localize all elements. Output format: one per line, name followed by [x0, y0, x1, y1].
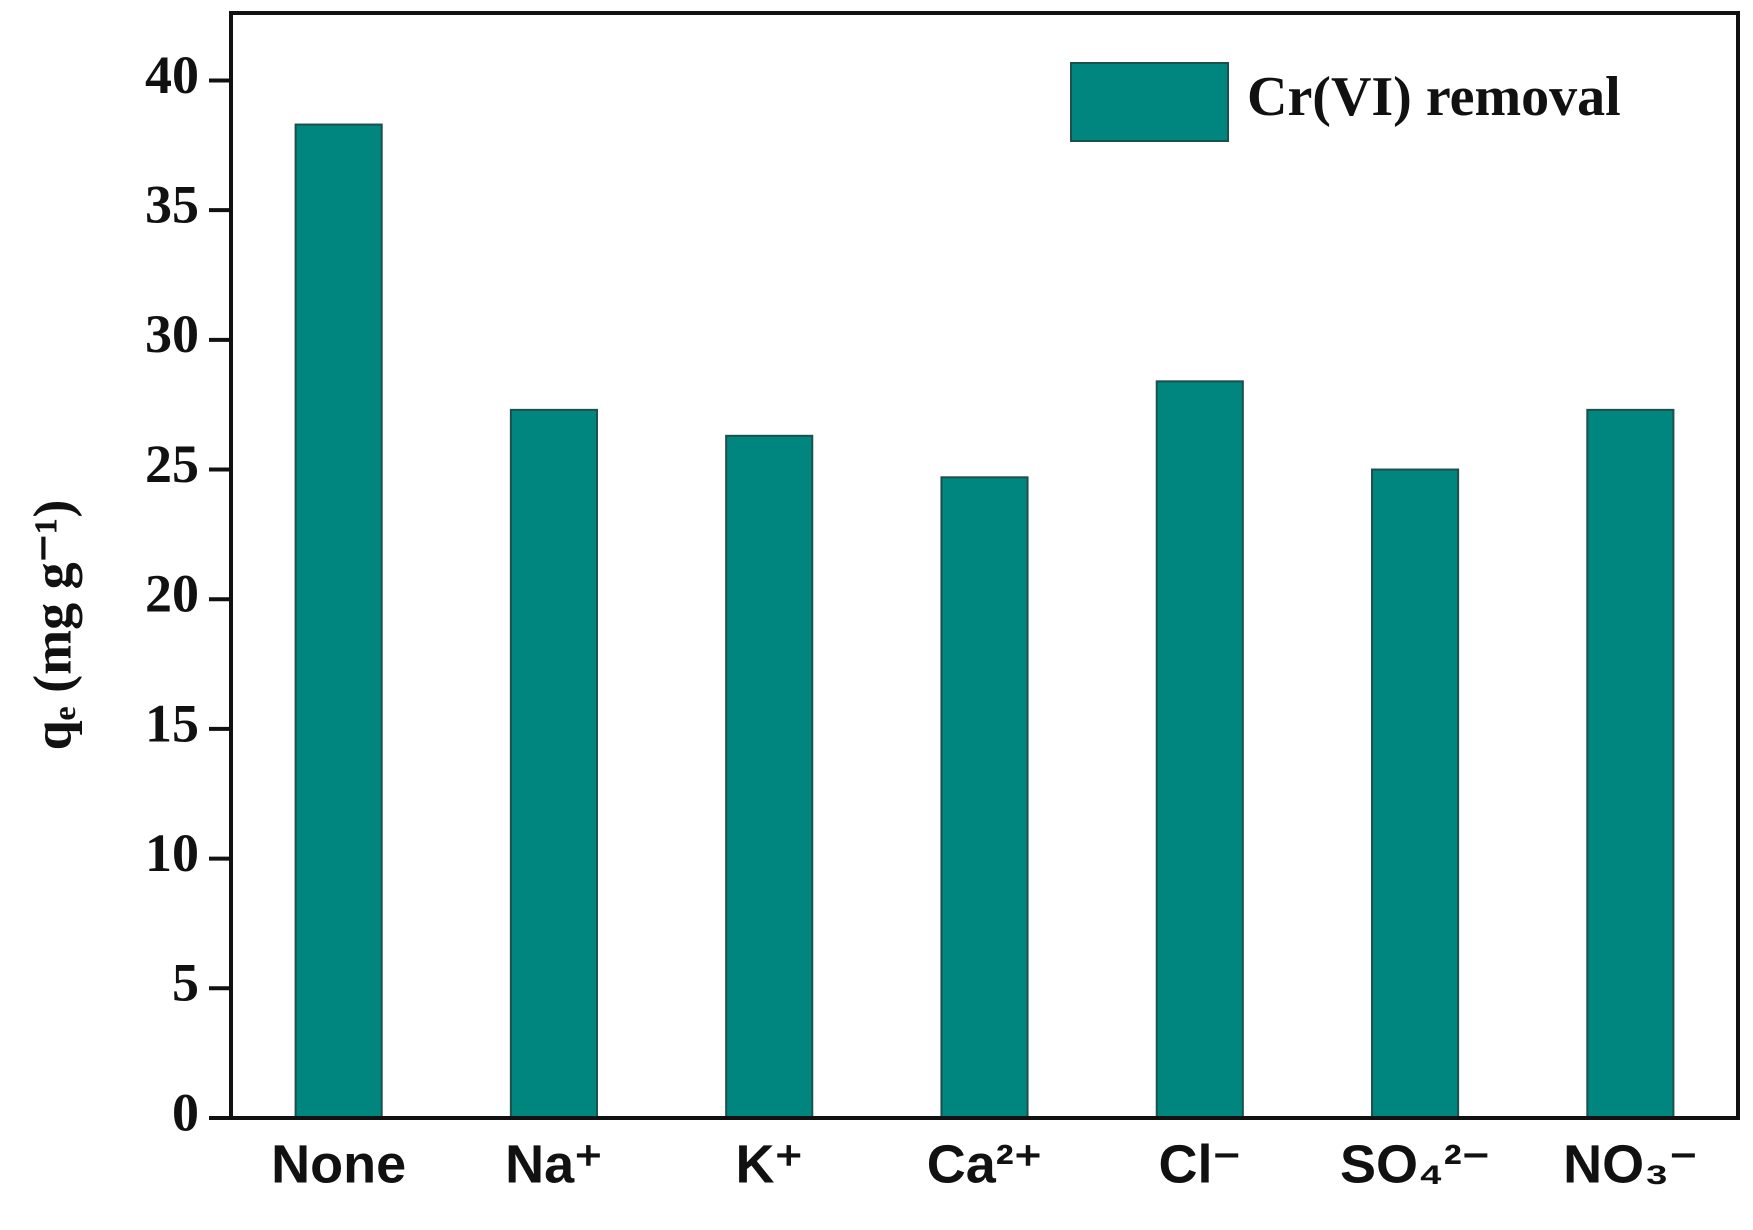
y-tick-label: 40: [145, 45, 199, 105]
y-tick-label: 20: [145, 564, 199, 624]
y-tick-label: 25: [145, 434, 199, 494]
x-tick-label: NO₃⁻: [1563, 1134, 1697, 1194]
y-tick-label: 30: [145, 304, 199, 364]
y-tick-label: 0: [172, 1082, 199, 1142]
bar: [1371, 468, 1460, 1119]
bar: [1586, 408, 1675, 1119]
x-tick-label: K⁺: [735, 1134, 803, 1194]
bar: [1155, 380, 1244, 1120]
plot-frame: [229, 11, 1740, 1120]
x-tick-label: SO₄²⁻: [1340, 1134, 1490, 1194]
y-tick-label: 5: [172, 953, 199, 1013]
legend-swatch: [1070, 62, 1229, 142]
y-tick-label: 10: [145, 823, 199, 883]
y-axis-label: qₑ (mg g⁻¹): [22, 500, 82, 751]
x-tick-label: Ca²⁺: [927, 1134, 1043, 1194]
y-tick-label: 15: [145, 693, 199, 753]
bar: [940, 476, 1029, 1120]
x-tick-label: Na⁺: [505, 1134, 603, 1194]
legend-label: Cr(VI) removal: [1247, 66, 1621, 128]
x-tick-label: Cl⁻: [1159, 1134, 1242, 1194]
bar: [294, 123, 383, 1120]
bar: [509, 408, 598, 1119]
y-tick-label: 35: [145, 175, 199, 235]
bar: [725, 434, 814, 1119]
x-tick-label: None: [271, 1134, 406, 1194]
